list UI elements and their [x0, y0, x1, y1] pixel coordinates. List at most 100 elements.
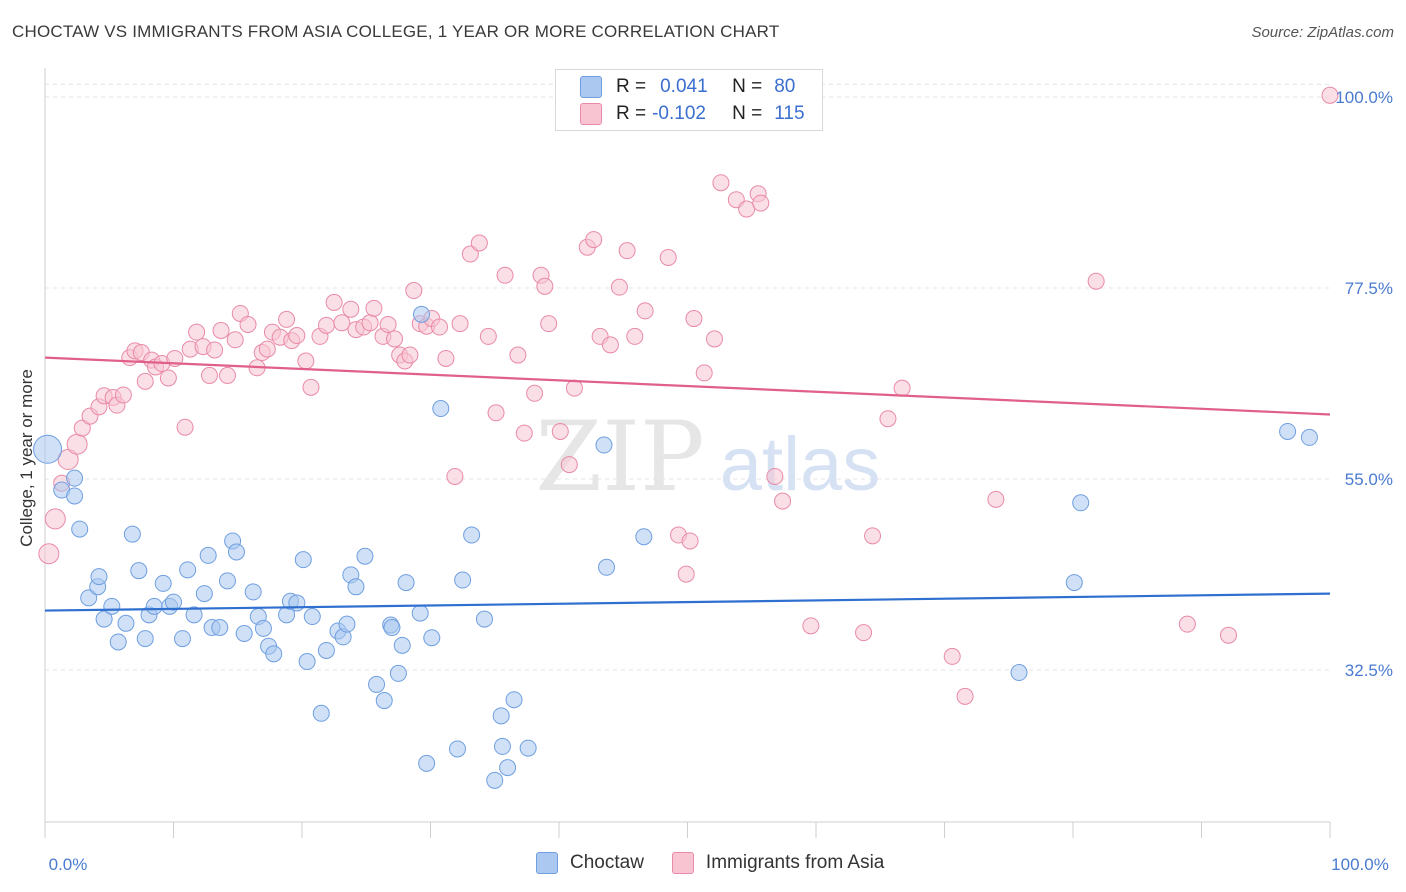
data-point [1300, 428, 1318, 446]
legend-item-immigrants[interactable]: Immigrants from Asia [671, 852, 885, 874]
data-point [496, 266, 514, 284]
data-point [265, 645, 283, 663]
legend-r-value: 0.041 [660, 76, 708, 97]
data-point [176, 418, 194, 436]
data-point [752, 194, 770, 212]
data-point [1321, 86, 1339, 104]
data-point [1178, 615, 1196, 633]
data-point [379, 316, 397, 334]
data-point [432, 400, 450, 418]
data-point [893, 379, 911, 397]
data-point [766, 467, 784, 485]
data-point [303, 608, 321, 626]
data-point [114, 386, 132, 404]
trend-line-choctaw [44, 592, 1331, 612]
data-point [401, 346, 419, 364]
data-point [109, 633, 127, 651]
data-point [254, 619, 272, 637]
data-point [695, 364, 713, 382]
data-point [540, 315, 558, 333]
series-immigrants-from-asia [38, 86, 1339, 705]
data-point [239, 316, 257, 334]
data-point [33, 434, 63, 464]
data-point [475, 610, 493, 628]
data-point [463, 526, 481, 544]
data-point [226, 331, 244, 349]
data-point [493, 737, 511, 755]
data-point [618, 242, 636, 260]
watermark-zip: ZIP [535, 401, 704, 513]
data-point [44, 508, 66, 530]
data-point [356, 547, 374, 565]
data-point [288, 594, 306, 612]
legend-n-label: N = [732, 103, 763, 124]
data-point [956, 687, 974, 705]
data-point [705, 330, 723, 348]
data-point [347, 578, 365, 596]
data-point [1087, 272, 1105, 290]
y-tick-label: 55.0% [1345, 470, 1393, 489]
data-point [294, 551, 312, 569]
data-point [103, 597, 121, 615]
data-point [551, 422, 569, 440]
legend-label-immigrants: Immigrants from Asia [705, 852, 885, 873]
data-point [361, 314, 379, 332]
data-point [738, 200, 756, 218]
watermark-atlas: atlas [720, 422, 881, 507]
data-point [487, 404, 505, 422]
data-point [855, 624, 873, 642]
data-point [479, 327, 497, 345]
data-point [879, 410, 897, 428]
legend-swatch-immigrants [580, 103, 602, 125]
data-point [418, 754, 436, 772]
stats-legend: R = 0.041 N = 80 R = -0.102 N = 115 [555, 69, 823, 131]
data-point [987, 490, 1005, 508]
data-point [515, 424, 533, 442]
data-point [505, 691, 523, 709]
legend-item-choctaw[interactable]: Choctaw [536, 852, 644, 874]
legend-swatch-immigrants [671, 852, 694, 874]
data-point [365, 299, 383, 317]
data-point [585, 231, 603, 249]
data-point [486, 771, 504, 789]
legend-r-label: R = [616, 103, 647, 124]
trend-layer [44, 356, 1331, 612]
data-point [66, 433, 88, 455]
y-tick-label: 100.0% [1335, 88, 1393, 107]
data-point [302, 378, 320, 396]
data-point [235, 624, 253, 642]
data-point [509, 346, 527, 364]
legend-n-value: 115 [774, 103, 805, 124]
y-tick-label: 77.5% [1345, 279, 1393, 298]
data-point [454, 571, 472, 589]
data-point [677, 565, 695, 583]
series-legend: Choctaw Immigrants from Asia [536, 852, 912, 874]
data-point [73, 419, 91, 437]
data-point [626, 327, 644, 345]
legend-swatch-choctaw [580, 76, 602, 98]
data-point [598, 558, 616, 576]
data-point [519, 739, 537, 757]
data-point [136, 372, 154, 390]
data-point [71, 520, 89, 538]
data-point [288, 327, 306, 345]
data-point [659, 248, 677, 266]
data-point [185, 606, 203, 624]
legend-n-label: N = [732, 76, 763, 97]
data-point [446, 467, 464, 485]
data-point [386, 330, 404, 348]
data-point [802, 617, 820, 635]
data-point [492, 707, 510, 725]
series-layer [33, 86, 1339, 789]
data-point [90, 568, 108, 586]
data-point [325, 293, 343, 311]
data-point [405, 282, 423, 300]
data-point [130, 562, 148, 580]
data-point [595, 436, 613, 454]
legend-label-choctaw: Choctaw [570, 852, 644, 873]
data-point [212, 321, 230, 339]
data-point [258, 340, 276, 358]
data-point [173, 630, 191, 648]
data-point [943, 647, 961, 665]
